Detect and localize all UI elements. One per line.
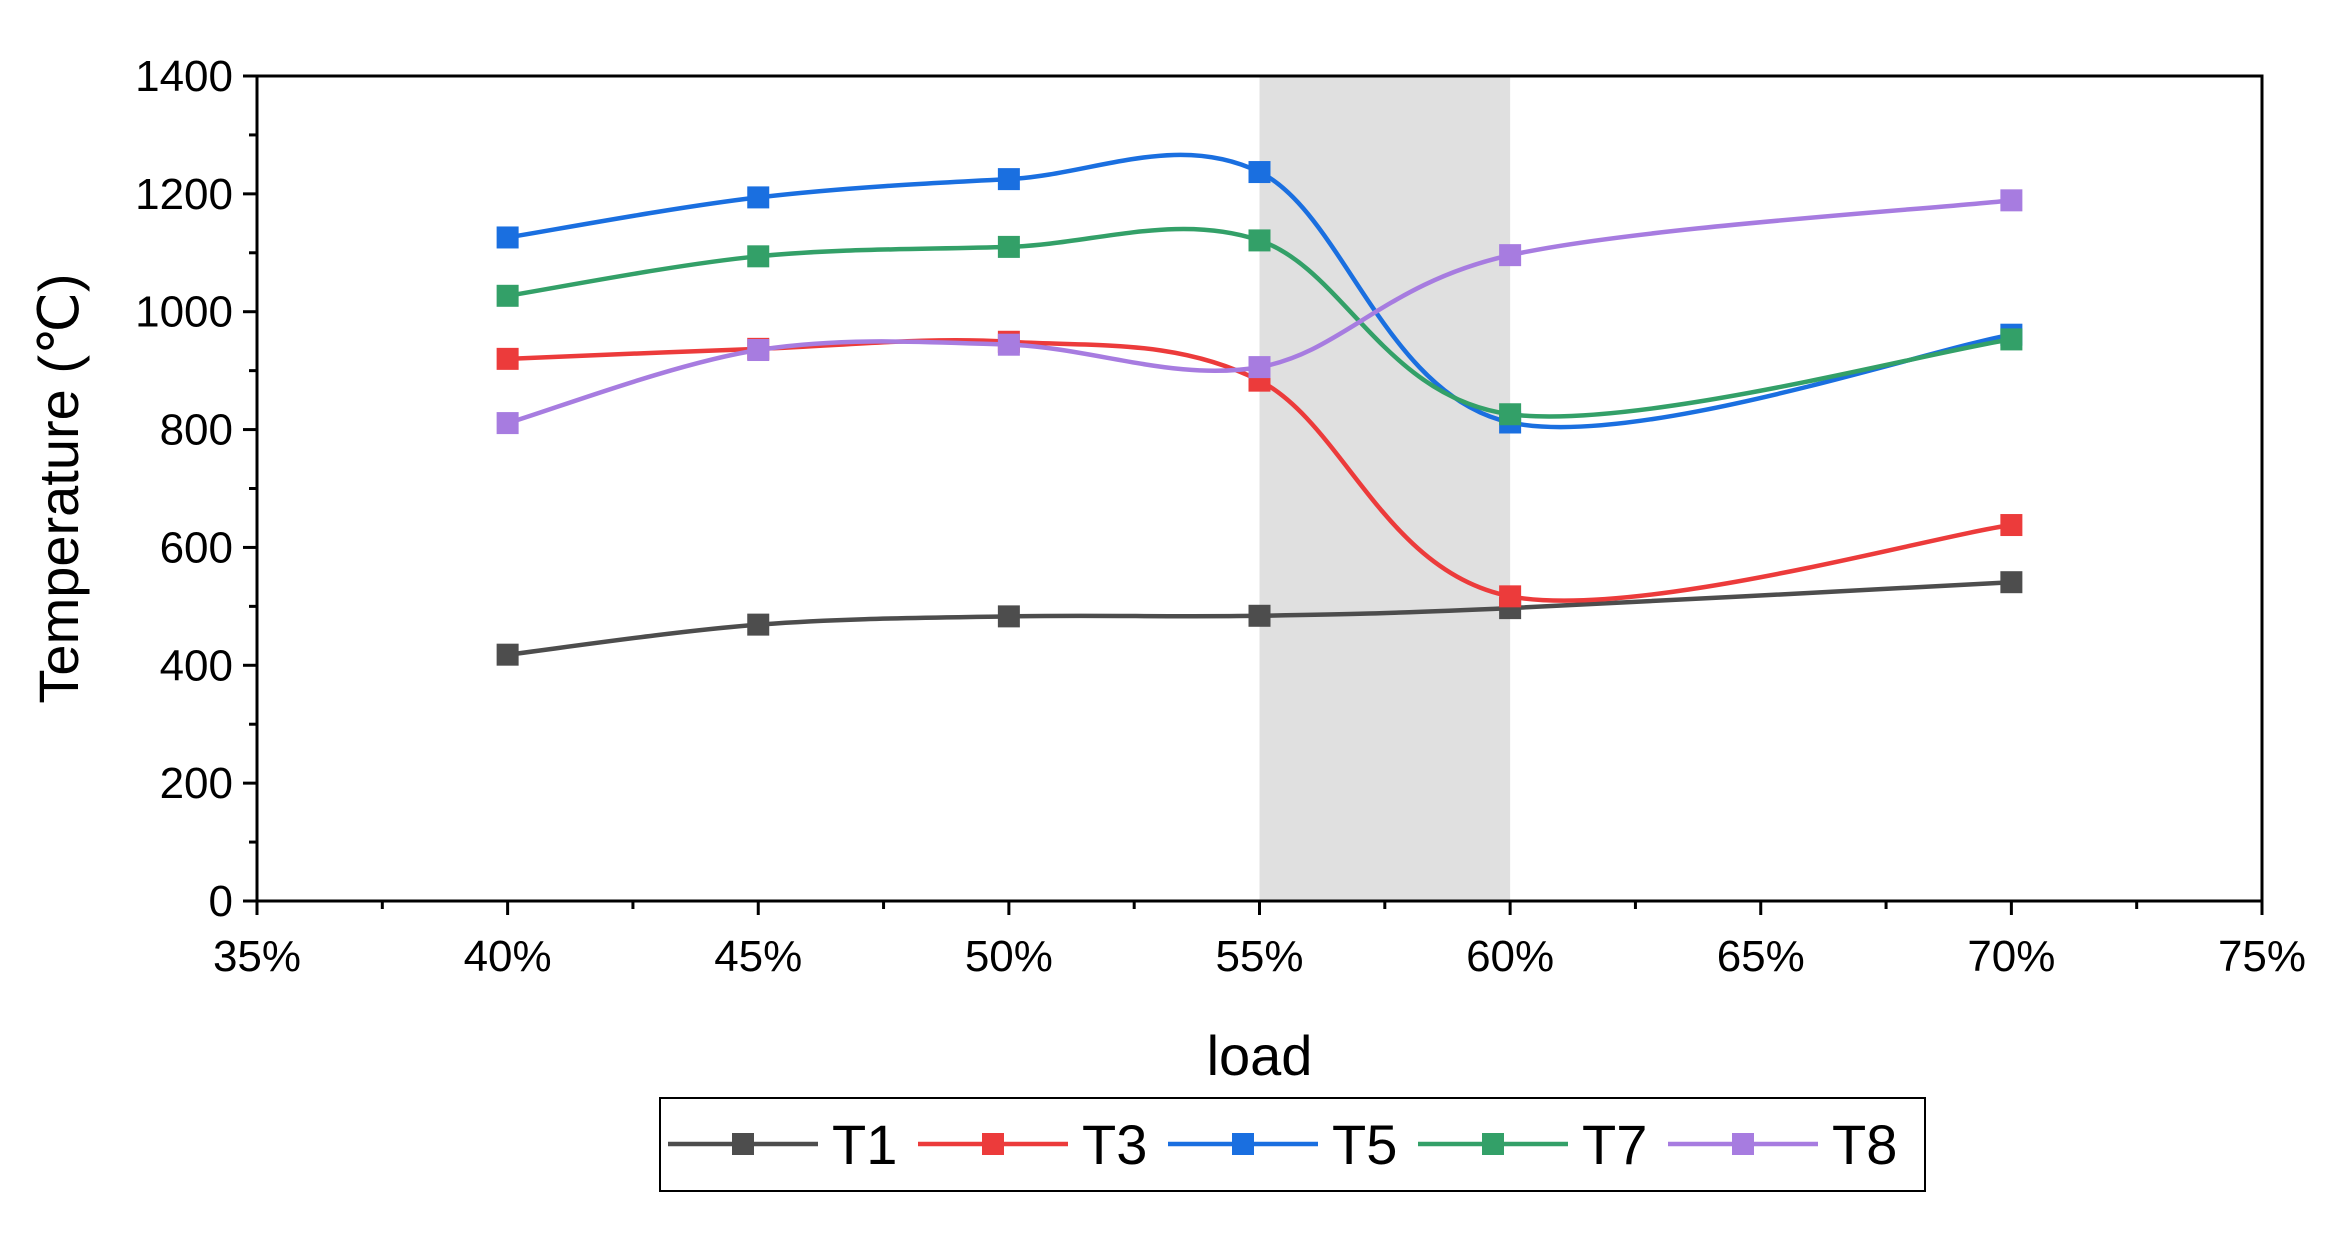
y-tick-label: 1200 [135,170,233,219]
data-point-t8 [997,333,1020,356]
y-tick-label: 200 [160,759,233,808]
legend-label-t8: T8 [1832,1113,1897,1176]
x-tick-label: 50% [965,932,1053,981]
y-tick-label: 400 [160,641,233,690]
legend-label-t3: T3 [1082,1113,1147,1176]
data-point-t8 [2000,189,2023,212]
data-point-t1 [997,605,1020,628]
data-point-t8 [1248,356,1271,379]
legend-label-t1: T1 [832,1113,897,1176]
legend-marker-t3 [982,1133,1004,1155]
data-point-t8 [1499,244,1522,267]
data-point-t5 [1248,161,1271,184]
legend-marker-t1 [732,1133,754,1155]
legend-entry-t1: T1 [668,1113,897,1176]
legend-marker-t8 [1732,1133,1754,1155]
data-point-t5 [997,168,1020,191]
x-tick-label: 35% [213,932,301,981]
data-point-t7 [496,284,519,307]
shaded-region-layer [1259,76,1511,901]
x-tick-label: 60% [1466,932,1554,981]
series-line-t1 [507,579,2012,657]
data-point-t7 [2000,328,2023,351]
data-point-t7 [997,235,1020,258]
y-tick-label: 1400 [135,52,233,101]
data-point-t1 [747,613,770,636]
tick-layer: 35% 40% 45% 50% 55% 60% 65% 70% 75% 0 200 400 600 800… [135,52,2306,981]
legend: T1 T3 T5 T7 T8 [659,1097,1926,1192]
data-point-t3 [496,347,519,370]
y-axis-title: Temperature (℃) [27,273,90,703]
data-point-t1 [496,643,519,666]
series-t7 [496,226,2023,426]
legend-entry-t7: T7 [1418,1113,1647,1176]
x-tick-label: 40% [464,932,552,981]
data-point-t5 [496,226,519,249]
y-tick-label: 1000 [135,288,233,337]
x-axis-title: load [1207,1024,1313,1087]
y-tick-label: 600 [160,523,233,572]
x-tick-label: 55% [1215,932,1303,981]
data-point-t7 [1499,403,1522,426]
data-point-t3 [1499,585,1522,608]
data-point-t8 [747,339,770,362]
legend-entry-t8: T8 [1668,1113,1897,1176]
series-line-t8 [506,198,2012,426]
y-tick-label: 800 [160,406,233,455]
series-layer [496,152,2023,666]
shaded-region [1259,76,1511,901]
legend-marker-t5 [1232,1133,1254,1155]
legend-marker-t7 [1482,1133,1504,1155]
x-tick-label: 75% [2218,932,2306,981]
data-point-t7 [747,245,770,268]
x-tick-label: 65% [1717,932,1805,981]
y-tick-label: 0 [209,877,233,926]
x-tick-label: 45% [714,932,802,981]
data-point-t1 [2000,571,2023,594]
legend-entry-t3: T3 [918,1113,1147,1176]
data-point-t3 [2000,514,2023,537]
data-point-t1 [1248,604,1271,627]
data-point-t5 [747,186,770,209]
series-t8 [496,189,2023,435]
legend-label-t5: T5 [1332,1113,1397,1176]
legend-entry-t5: T5 [1168,1113,1397,1176]
x-tick-label: 70% [1967,932,2055,981]
data-point-t8 [496,412,519,435]
data-point-t7 [1248,229,1271,252]
legend-label-t7: T7 [1582,1113,1647,1176]
